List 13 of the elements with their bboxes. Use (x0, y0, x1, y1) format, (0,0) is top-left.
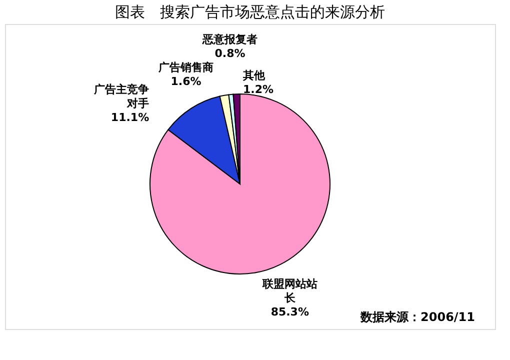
slice-label: 恶意报复者 (202, 33, 258, 46)
data-label: 0.8% (214, 47, 246, 60)
pie-slice (150, 94, 330, 274)
data-label: 1.2% (243, 83, 274, 96)
data-label: 85.3% (270, 305, 309, 318)
slice-label: 广告主竞争对手 (93, 83, 150, 110)
data-label: 11.1% (110, 111, 150, 124)
source-note: 数据来源：2006/11 (360, 310, 475, 324)
slice-label: 广告销售商 (158, 61, 214, 74)
slice-label: 联盟网站站长 (261, 277, 318, 304)
data-label: 1.6% (170, 75, 202, 88)
slice-label: 其他 (242, 69, 266, 82)
chart-title: 图表 搜索广告市场恶意点击的来源分析 (115, 3, 385, 21)
